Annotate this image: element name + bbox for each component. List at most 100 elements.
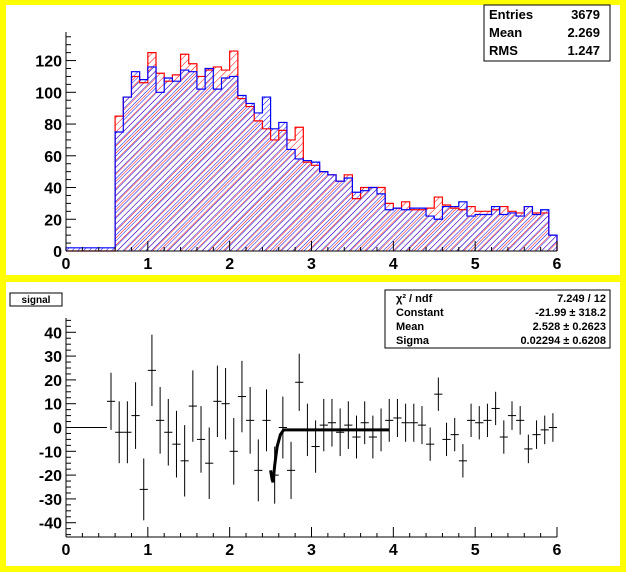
histogram-bar-blue	[246, 103, 255, 251]
histogram-bar-blue	[270, 128, 279, 251]
histogram-bar-blue	[66, 247, 75, 251]
x-tick-label: 6	[553, 256, 562, 273]
histogram-bar-blue	[548, 235, 557, 251]
histogram-bar-blue	[262, 97, 271, 251]
histogram-bar-blue	[319, 171, 328, 251]
histogram-bar-blue	[409, 208, 418, 251]
histogram-bar-blue	[516, 216, 525, 251]
histogram-bar-blue	[156, 92, 165, 251]
stats-mean-value: 2.269	[567, 25, 600, 40]
histogram-bar-blue	[98, 247, 107, 251]
fit-curve	[269, 428, 390, 483]
histogram-bar-blue	[180, 70, 189, 251]
y-tick-label: 100	[35, 85, 62, 102]
histogram-bar-blue	[147, 66, 157, 251]
histogram-outline-red	[66, 50, 558, 252]
histogram-bar-blue	[360, 190, 369, 251]
x-tick-label: 4	[389, 542, 398, 559]
x-tick-label: 6	[553, 542, 562, 559]
histogram-bar-blue	[90, 247, 99, 251]
fit-stats-box: χ² / ndf 7.249 / 12 Constant -21.99 ± 31…	[384, 289, 611, 349]
histogram-bar-blue	[278, 122, 287, 252]
bottom-signal-plot: 0 1 2 3 4 5 6 -40 -30 -20 -10 0 10 20 30 40	[39, 318, 562, 559]
histogram-bar-blue	[524, 206, 533, 251]
y-tick-label: -40	[39, 516, 62, 533]
y-tick-label: 20	[44, 373, 62, 390]
histogram-bar-blue	[115, 131, 124, 251]
histogram-bar-blue	[344, 178, 353, 251]
histogram-bar-blue	[286, 149, 296, 251]
histogram-bar-blue	[401, 209, 410, 251]
fit-mean-label: Mean	[396, 321, 424, 333]
histogram-bar-blue	[434, 219, 443, 251]
histogram-bar-blue	[393, 208, 402, 251]
histogram-bar-blue	[221, 78, 230, 252]
x-tick-label: 5	[471, 542, 480, 559]
histogram-bar-blue	[475, 214, 484, 251]
y-tick-label: 0	[53, 421, 62, 438]
histogram-bar-blue	[106, 247, 116, 251]
histogram-bar-blue	[426, 216, 435, 251]
x-tick-label: 3	[307, 542, 316, 559]
histogram-bar-blue	[172, 81, 181, 252]
bottom-title: signal	[22, 295, 51, 306]
y-tick-label: 30	[44, 349, 62, 366]
y-tick-label: 0	[53, 244, 62, 261]
fit-constant-label: Constant	[396, 307, 444, 319]
x-tick-label: 3	[307, 256, 316, 273]
histogram-bar-blue	[532, 214, 541, 251]
stats-box: Entries 3679 Mean 2.269 RMS 1.247	[483, 4, 611, 62]
y-tick-label: 10	[44, 397, 62, 414]
fit-sigma-value: 0.02294 ± 0.6208	[520, 335, 606, 347]
fit-chi-value: 7.249 / 12	[557, 293, 606, 305]
stats-rms-label: RMS	[489, 43, 518, 58]
fit-chi-label: χ² / ndf	[396, 293, 433, 305]
stats-mean-label: Mean	[489, 25, 522, 40]
histogram-bar-blue	[385, 209, 394, 251]
histogram-bar-blue	[188, 71, 197, 251]
histogram-bar-blue	[368, 187, 377, 251]
histogram-bar-blue	[499, 214, 508, 251]
y-tick-label: 20	[44, 212, 62, 229]
y-tick-label: 40	[44, 325, 62, 342]
fit-mean-value: 2.528 ± 0.2623	[533, 321, 606, 333]
y-tick-label: 80	[44, 117, 62, 134]
histogram-bar-blue	[483, 214, 492, 251]
histogram-bar-blue	[213, 89, 222, 251]
y-tick-label: -10	[39, 444, 62, 461]
x-tick-label: 2	[225, 542, 234, 559]
histogram-bar-blue	[237, 95, 247, 251]
y-tick-label: 60	[44, 149, 62, 166]
histogram-bar-blue	[74, 247, 83, 251]
fit-sigma-label: Sigma	[396, 335, 430, 347]
stats-entries-label: Entries	[489, 7, 533, 22]
x-tick-label: 1	[143, 256, 152, 273]
histogram-bar-blue	[417, 208, 427, 251]
y-tick-label: -20	[39, 468, 62, 485]
histogram-bar-blue	[131, 71, 140, 251]
stats-entries-value: 3679	[571, 7, 600, 22]
histogram-bar-blue	[352, 192, 361, 251]
histogram-bar-blue	[376, 193, 386, 251]
histogram-bar-blue	[458, 201, 467, 251]
y-tick-label: -30	[39, 492, 62, 509]
x-tick-label: 0	[62, 542, 71, 559]
histogram-bar-blue	[303, 160, 312, 251]
histogram-bar-blue	[311, 162, 320, 251]
histogram-bar-blue	[336, 181, 345, 251]
histogram-bar-blue	[466, 216, 476, 251]
histogram-bar-blue	[139, 79, 148, 251]
x-tick-label: 5	[471, 256, 480, 273]
histogram-bar-blue	[229, 76, 238, 251]
x-tick-label: 0	[62, 256, 71, 273]
histogram-bar-blue	[82, 247, 91, 251]
y-tick-label: 40	[44, 181, 62, 198]
histogram-bar-blue	[540, 209, 549, 251]
histogram-bar-blue	[442, 206, 451, 251]
histogram-bar-blue	[205, 68, 214, 251]
x-tick-label: 2	[225, 256, 234, 273]
stats-rms-value: 1.247	[567, 43, 600, 58]
histogram-bar-blue	[295, 158, 304, 251]
